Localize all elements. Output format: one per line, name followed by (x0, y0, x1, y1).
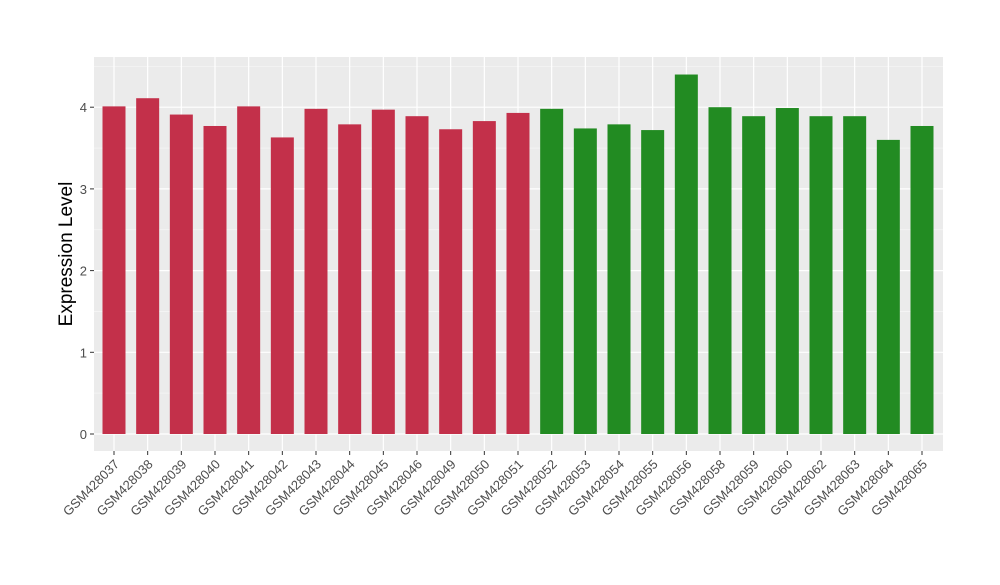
bar (742, 116, 766, 434)
bar (237, 106, 261, 435)
bar (472, 121, 496, 435)
bar (641, 130, 665, 435)
y-axis: 0 1 2 3 4 (80, 100, 94, 442)
y-axis-label: Expression Level (56, 182, 77, 327)
y-tick-label: 0 (80, 427, 87, 442)
x-axis: GSM428037GSM428038GSM428039GSM428040GSM4… (60, 451, 930, 519)
bar (169, 114, 193, 434)
bar (809, 116, 833, 434)
bar (876, 139, 900, 434)
bar (775, 108, 799, 434)
bar (540, 108, 564, 435)
bar (910, 125, 934, 434)
bar (136, 98, 160, 434)
bar (405, 116, 429, 434)
bar (338, 124, 362, 435)
y-tick-label: 1 (80, 345, 87, 360)
y-tick-label: 2 (80, 264, 87, 279)
bar (506, 112, 530, 434)
bar (203, 125, 227, 434)
bar (371, 109, 395, 434)
bar (674, 74, 698, 435)
bar (708, 107, 732, 434)
bar (843, 116, 867, 434)
bar (439, 129, 463, 434)
y-tick-label: 4 (80, 100, 87, 115)
bar (102, 106, 126, 435)
bar (270, 137, 294, 434)
bar (304, 108, 328, 435)
y-tick-label: 3 (80, 182, 87, 197)
bar (607, 124, 631, 435)
bars (102, 74, 934, 435)
bar (573, 128, 597, 434)
